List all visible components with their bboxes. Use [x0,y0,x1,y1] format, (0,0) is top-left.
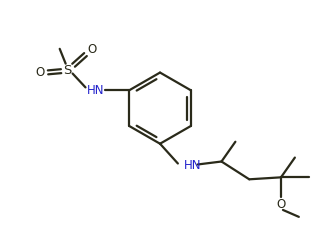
Text: O: O [276,198,286,210]
Text: O: O [88,43,97,56]
Text: O: O [35,66,45,79]
Text: S: S [64,64,72,77]
Text: HN: HN [87,84,104,97]
Text: HN: HN [184,159,201,172]
